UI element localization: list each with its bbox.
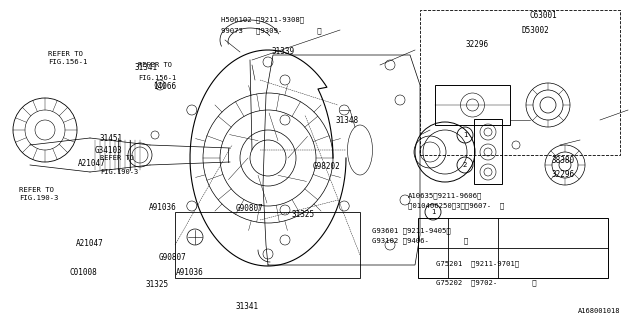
Text: A91036: A91036 bbox=[148, 203, 176, 212]
Text: 1: 1 bbox=[431, 209, 435, 215]
Text: REFER TO: REFER TO bbox=[100, 155, 134, 161]
Text: 31339: 31339 bbox=[272, 47, 295, 56]
Text: G98202: G98202 bbox=[312, 162, 340, 171]
Text: 32296: 32296 bbox=[466, 40, 489, 49]
Text: A21047: A21047 bbox=[76, 239, 103, 248]
Text: G93601 を9211-9405〩: G93601 を9211-9405〩 bbox=[372, 228, 451, 234]
Text: 14066: 14066 bbox=[154, 82, 177, 91]
Text: REFER TO: REFER TO bbox=[48, 52, 83, 57]
Bar bbox=[474, 119, 502, 184]
Text: 31341: 31341 bbox=[236, 302, 259, 311]
Text: G90807: G90807 bbox=[236, 204, 263, 213]
Text: 32296: 32296 bbox=[552, 170, 575, 179]
Text: G90807: G90807 bbox=[159, 253, 186, 262]
Bar bbox=[420, 10, 620, 155]
Text: 31451: 31451 bbox=[99, 134, 122, 143]
Text: H506102 を9211-9308〩: H506102 を9211-9308〩 bbox=[221, 16, 304, 22]
Text: G93102 ん9406-        〩: G93102 ん9406- 〩 bbox=[372, 237, 468, 244]
Text: G75201  を9211-9701〩: G75201 を9211-9701〩 bbox=[436, 261, 520, 267]
Text: G34103: G34103 bbox=[95, 146, 122, 155]
Text: A168001018: A168001018 bbox=[579, 308, 621, 314]
Text: FIG.156-1: FIG.156-1 bbox=[138, 75, 176, 81]
Text: D53002: D53002 bbox=[522, 26, 549, 35]
Text: Ⓒ010406250〩3〩を9607-  〩: Ⓒ010406250〩3〩を9607- 〩 bbox=[408, 202, 504, 209]
Text: 99073   を9309-        〩: 99073 を9309- 〩 bbox=[221, 27, 321, 34]
Text: A21047: A21047 bbox=[78, 159, 106, 168]
Text: C01008: C01008 bbox=[69, 268, 97, 277]
Text: 31348: 31348 bbox=[336, 116, 359, 125]
Text: 31325: 31325 bbox=[291, 210, 314, 219]
Text: 2: 2 bbox=[463, 162, 467, 168]
Bar bbox=[418, 218, 608, 278]
Text: FIG.190-3: FIG.190-3 bbox=[100, 169, 138, 175]
Bar bbox=[175, 212, 360, 278]
Text: FIG.190-3: FIG.190-3 bbox=[19, 195, 59, 201]
Text: REFER TO: REFER TO bbox=[19, 188, 54, 193]
Text: A10635を9211-9606〩: A10635を9211-9606〩 bbox=[408, 192, 483, 198]
Bar bbox=[435, 85, 510, 125]
Text: 1: 1 bbox=[463, 132, 467, 138]
Text: REFER TO: REFER TO bbox=[138, 62, 172, 68]
Text: C63001: C63001 bbox=[530, 12, 557, 20]
Text: G75202  ん9702-        〩: G75202 ん9702- 〩 bbox=[436, 279, 537, 285]
Text: A91036: A91036 bbox=[176, 268, 204, 277]
Text: 31341: 31341 bbox=[134, 63, 157, 72]
Text: FIG.156-1: FIG.156-1 bbox=[48, 59, 88, 65]
Text: 31325: 31325 bbox=[146, 280, 169, 289]
Text: 38380: 38380 bbox=[552, 156, 575, 165]
